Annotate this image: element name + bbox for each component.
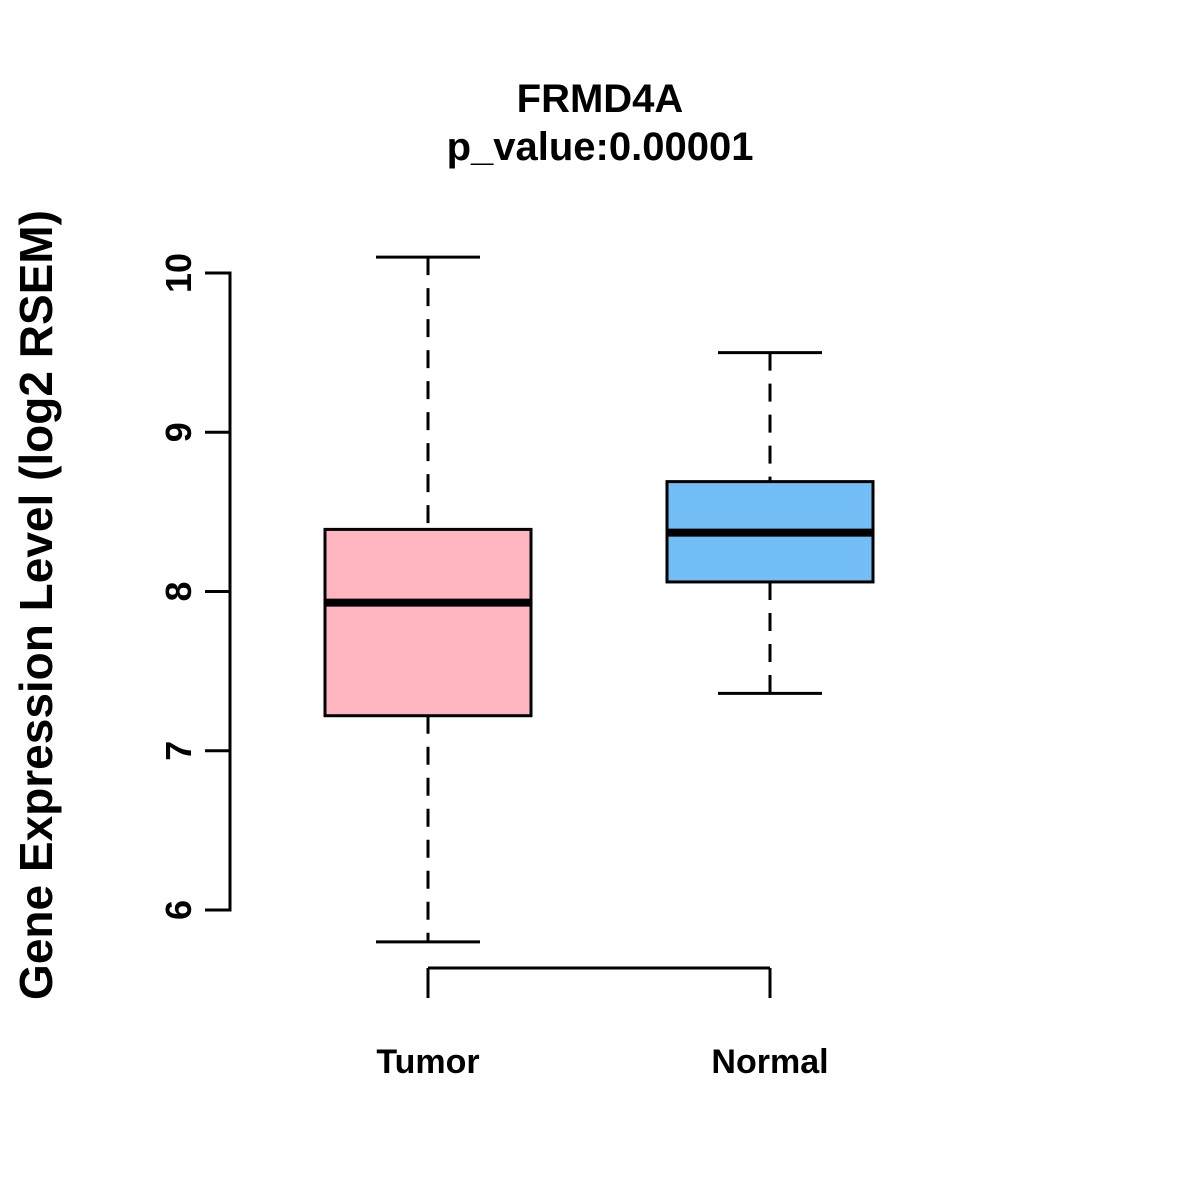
chart-title: FRMD4A — [517, 77, 684, 121]
y-axis-label: Gene Expression Level (log2 RSEM) — [10, 210, 62, 1000]
chart-subtitle: p_value:0.00001 — [447, 125, 754, 169]
y-tick-label: 6 — [158, 900, 199, 920]
y-tick-label: 9 — [158, 422, 199, 442]
y-tick-label: 10 — [158, 253, 199, 293]
plot-area: 6 7 8 9 10 Tumor Normal — [158, 253, 875, 1081]
y-tick-label: 8 — [158, 581, 199, 601]
iqr-box-tumor — [323, 527, 533, 718]
y-tick-label: 7 — [158, 741, 199, 761]
x-group-label-normal: Normal — [711, 1043, 828, 1081]
x-group-label-tumor: Tumor — [376, 1043, 479, 1081]
